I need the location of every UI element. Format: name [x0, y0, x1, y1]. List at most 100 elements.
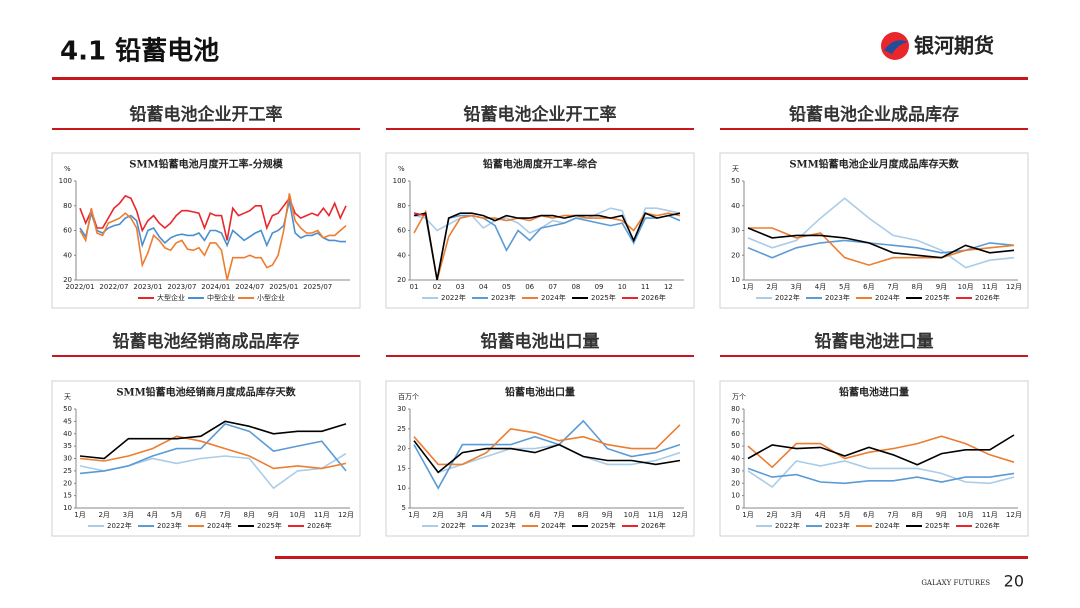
chart-title: 铅蓄电池出口量 [505, 386, 575, 399]
chart-title: SMM铅蓄电池月度开工率-分规模 [129, 158, 284, 171]
series-line [413, 424, 681, 466]
panel-rule [386, 355, 694, 357]
legend-label: 2023年 [825, 293, 850, 302]
y-tick-label: 20 [731, 479, 740, 487]
y-tick-label: 70 [731, 417, 740, 425]
y-tick-label: 45 [63, 417, 72, 425]
x-tick-label: 5月 [505, 511, 516, 519]
x-tick-label: 5月 [171, 511, 182, 519]
x-tick-label: 11月 [982, 511, 998, 519]
x-tick-label: 2月 [432, 511, 443, 519]
legend-label: 大型企业 [157, 293, 185, 302]
x-tick-label: 1月 [74, 511, 85, 519]
y-tick-label: 5 [402, 504, 406, 512]
series-line [413, 419, 681, 490]
legend-label: 2023年 [491, 293, 516, 302]
y-tick-label: 80 [731, 405, 740, 413]
legend-label: 2025年 [925, 293, 950, 302]
x-tick-label: 11 [641, 283, 650, 291]
series-line [79, 200, 346, 249]
x-tick-label: 8月 [578, 511, 589, 519]
y-tick-label: 100 [59, 177, 72, 185]
legend-label: 2022年 [775, 293, 800, 302]
x-tick-label: 07 [548, 283, 557, 291]
x-tick-label: 6月 [195, 511, 206, 519]
panel-rule [52, 128, 360, 130]
legend-label: 2024年 [541, 521, 566, 530]
x-tick-label: 7月 [553, 511, 564, 519]
panel-heading: 铅蓄电池企业开工率 [130, 104, 283, 125]
x-tick-label: 12月 [672, 511, 688, 519]
x-tick-label: 4月 [815, 283, 826, 291]
series-line [747, 467, 1015, 485]
x-tick-label: 12月 [338, 511, 354, 519]
legend-label: 2022年 [107, 521, 132, 530]
y-tick-label: 10 [63, 504, 72, 512]
series-line [747, 197, 1015, 269]
x-tick-label: 05 [502, 283, 511, 291]
legend-label: 2023年 [157, 521, 182, 530]
x-tick-label: 2024/07 [235, 283, 264, 291]
series-line [747, 239, 1015, 259]
x-tick-label: 4月 [147, 511, 158, 519]
y-tick-label: 30 [731, 467, 740, 475]
x-tick-label: 02 [433, 283, 442, 291]
y-tick-label: 80 [63, 202, 72, 210]
x-tick-label: 10月 [624, 511, 640, 519]
series-line [413, 440, 681, 474]
series-line [413, 212, 681, 281]
x-tick-label: 5月 [839, 511, 850, 519]
legend-label: 小型企业 [257, 293, 285, 302]
legend-label: 2023年 [825, 521, 850, 530]
y-tick-label: 80 [397, 202, 406, 210]
y-tick-label: 40 [731, 455, 740, 463]
series-line [79, 435, 347, 470]
legend-label: 中型企业 [207, 293, 235, 302]
y-axis-unit: % [398, 165, 405, 173]
x-tick-label: 9月 [268, 511, 279, 519]
y-tick-label: 40 [63, 251, 72, 259]
x-tick-label: 2023/07 [167, 283, 196, 291]
x-tick-label: 01 [410, 283, 419, 291]
x-tick-label: 2月 [98, 511, 109, 519]
x-tick-label: 10月 [958, 511, 974, 519]
x-tick-label: 11月 [314, 511, 330, 519]
y-tick-label: 40 [731, 202, 740, 210]
panel-heading: 铅蓄电池企业开工率 [464, 104, 617, 125]
y-tick-label: 10 [731, 276, 740, 284]
y-tick-label: 25 [63, 467, 72, 475]
x-tick-label: 2024/01 [201, 283, 230, 291]
x-tick-label: 7月 [887, 283, 898, 291]
panel-heading: 铅蓄电池出口量 [481, 331, 600, 352]
legend-label: 2026年 [641, 293, 666, 302]
y-tick-label: 30 [63, 455, 72, 463]
logo-text: 银河期货 [914, 34, 994, 58]
x-tick-label: 1月 [742, 283, 753, 291]
x-tick-label: 2022/07 [99, 283, 128, 291]
panel-rule [386, 128, 694, 130]
y-tick-label: 40 [63, 430, 72, 438]
series-line [747, 434, 1015, 466]
panel-rule [720, 355, 1028, 357]
series-line [413, 440, 681, 474]
y-tick-label: 20 [63, 479, 72, 487]
slide-title: 4.1 铅蓄电池 [60, 37, 219, 67]
x-tick-label: 5月 [839, 283, 850, 291]
chart-frame [719, 152, 1029, 309]
y-tick-label: 35 [63, 442, 72, 450]
y-axis-unit: 天 [732, 165, 739, 173]
legend-label: 2022年 [775, 521, 800, 530]
x-tick-label: 12月 [1006, 511, 1022, 519]
legend-label: 2026年 [975, 521, 1000, 530]
x-tick-label: 11月 [648, 511, 664, 519]
x-tick-label: 9月 [936, 511, 947, 519]
legend-label: 2025年 [257, 521, 282, 530]
y-axis-unit: % [64, 165, 71, 173]
y-tick-label: 20 [397, 276, 406, 284]
footer-rule [275, 556, 1028, 559]
x-tick-label: 12月 [1006, 283, 1022, 291]
x-tick-label: 03 [456, 283, 465, 291]
y-tick-label: 25 [397, 425, 406, 433]
x-tick-label: 2月 [766, 511, 777, 519]
